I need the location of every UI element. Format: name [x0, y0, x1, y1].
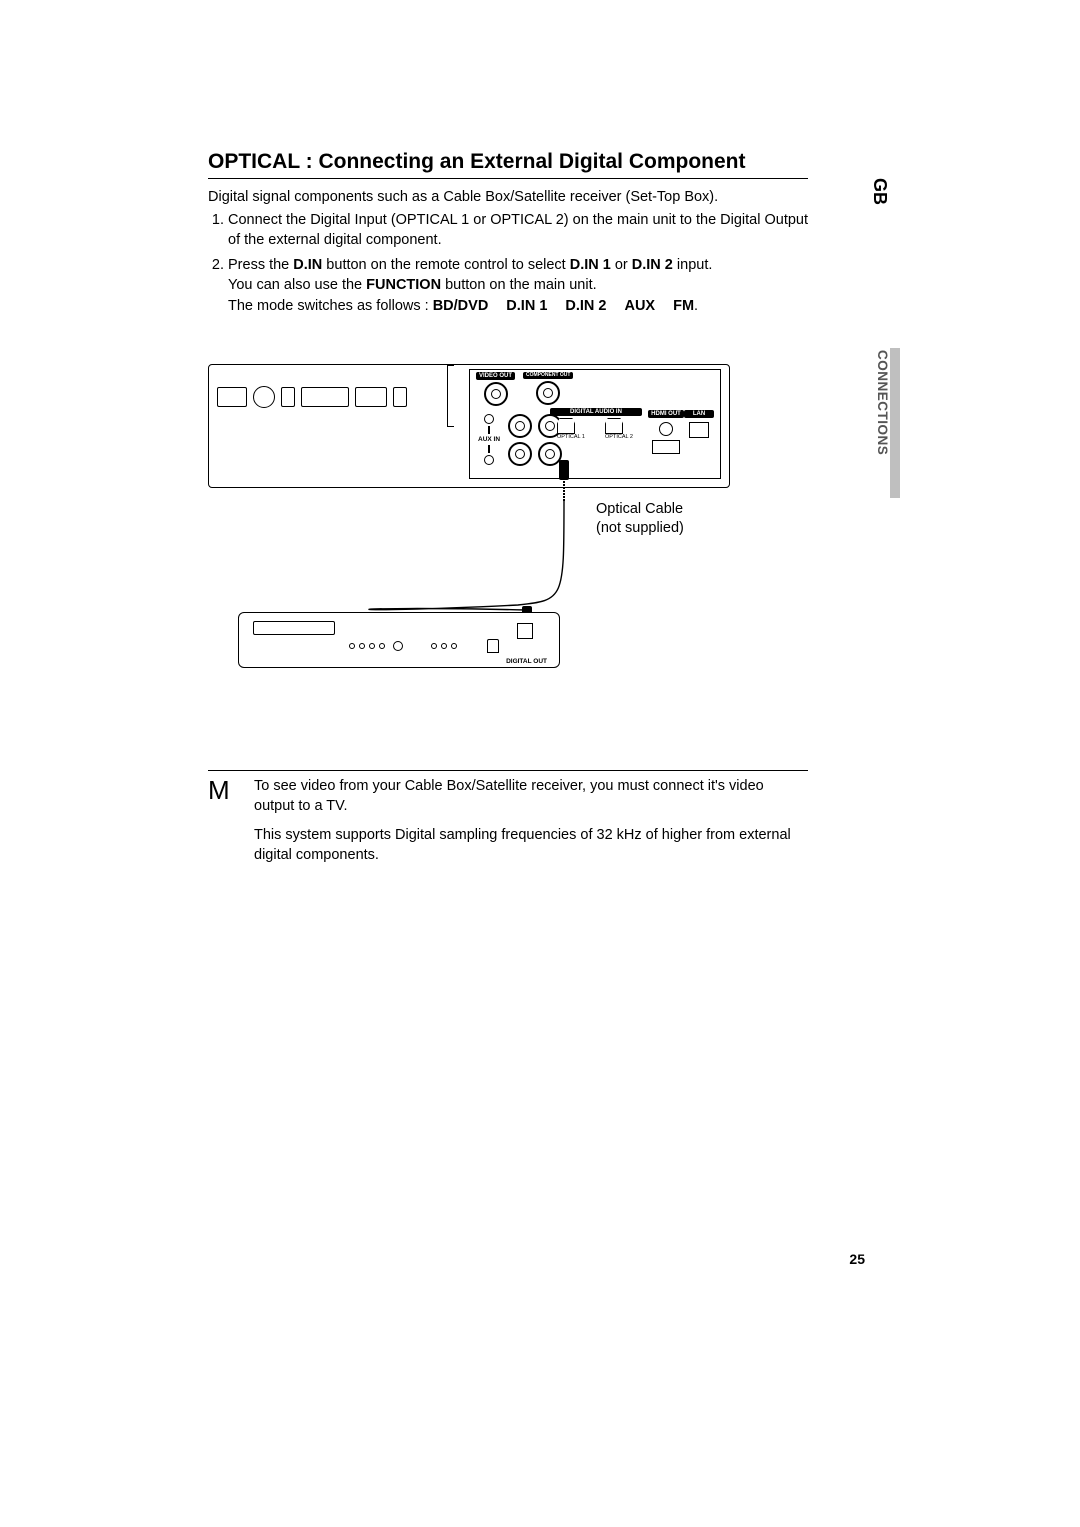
- mini-port-icon: [301, 387, 349, 407]
- section-tab: CONNECTIONS: [875, 350, 890, 490]
- divider-icon: [488, 426, 490, 434]
- device-btn-icon: [349, 643, 355, 649]
- step2-din: D.IN: [293, 257, 322, 273]
- zoom-callout-line: [447, 365, 454, 427]
- aux-jack-icon: [484, 414, 494, 424]
- zoom-top-row: VIDEO OUT COMPONENT OUT: [476, 372, 573, 411]
- device-slot-icon: [253, 621, 335, 635]
- note-1: To see video from your Cable Box/Satelli…: [254, 777, 808, 816]
- mini-port-icon: [355, 387, 387, 407]
- step2-b: button on the remote control to select: [322, 257, 569, 273]
- manual-page: GB CONNECTIONS OPTICAL : Connecting an E…: [0, 0, 1080, 1527]
- device-buttons-row: [349, 641, 457, 651]
- aux-jack-icon: [484, 455, 494, 465]
- step2-line2a: You can also use the: [228, 277, 366, 293]
- component-out-group: COMPONENT OUT: [523, 372, 573, 410]
- step2-line2: You can also use the FUNCTION button on …: [228, 276, 808, 296]
- video-out-label: VIDEO OUT: [476, 372, 515, 380]
- content-block: OPTICAL : Connecting an External Digital…: [208, 150, 808, 323]
- notes-section: M To see video from your Cable Box/Satel…: [208, 740, 808, 875]
- step2-a: Press the: [228, 257, 293, 273]
- hdmi-port-icon: [652, 440, 680, 454]
- rca-port-icon: [536, 381, 560, 405]
- optical2-group: OPTICAL 2: [605, 418, 633, 440]
- screw-icon: [659, 422, 673, 436]
- mode-din2: D.IN 2: [565, 298, 606, 314]
- fan-icon: [253, 386, 275, 408]
- mini-port-icon: [217, 387, 247, 407]
- mode-fm: FM: [673, 298, 694, 314]
- step-1-text: Connect the Digital Input (OPTICAL 1 or …: [228, 212, 808, 248]
- device-btn-icon: [441, 643, 447, 649]
- device-btn-icon: [431, 643, 437, 649]
- step-2: Press the D.IN button on the remote cont…: [228, 256, 808, 317]
- optical-port-icon: [557, 418, 575, 434]
- component-out-label: COMPONENT OUT: [523, 372, 573, 379]
- external-device-outline: DIGITAL OUT: [238, 612, 560, 668]
- mode-aux: AUX: [624, 298, 655, 314]
- component-rca-row2: [508, 442, 562, 466]
- device-btn-icon: [379, 643, 385, 649]
- video-out-group: VIDEO OUT: [476, 372, 515, 411]
- device-btn-icon: [369, 643, 375, 649]
- optical-plug-top-icon: [559, 460, 569, 480]
- lan-group: LAN: [684, 410, 714, 438]
- optical-port-icon: [605, 418, 623, 434]
- lan-port-icon: [689, 422, 709, 438]
- step2-func: FUNCTION: [366, 277, 441, 293]
- digital-audio-in-group: DIGITAL AUDIO IN OPTICAL 1 OPTICAL 2: [550, 408, 640, 440]
- hdmi-out-label: HDMI OUT: [648, 410, 684, 418]
- rca-port-icon: [508, 442, 532, 466]
- digital-audio-in-label: DIGITAL AUDIO IN: [550, 408, 642, 416]
- optical1-group: OPTICAL 1: [557, 418, 585, 440]
- step-1: Connect the Digital Input (OPTICAL 1 or …: [228, 211, 808, 250]
- optical-cable-caption: Optical Cable (not supplied): [596, 500, 684, 538]
- aux-in-group: AUX IN: [478, 414, 500, 465]
- lock-icon: [487, 639, 499, 653]
- lan-label: LAN: [684, 410, 714, 418]
- hdmi-out-group: HDMI OUT: [648, 410, 684, 454]
- step2-line2b: button on the main unit.: [441, 277, 597, 293]
- rca-port-icon: [508, 414, 532, 438]
- rca-port-icon: [484, 382, 508, 406]
- aux-in-label: AUX IN: [478, 436, 500, 443]
- optical-ports-row: OPTICAL 1 OPTICAL 2: [550, 418, 640, 440]
- optical-cable-sublabel: (not supplied): [596, 519, 684, 538]
- optical2-label: OPTICAL 2: [605, 434, 633, 440]
- section-title: OPTICAL : Connecting an External Digital…: [208, 150, 808, 179]
- step2-line3a: The mode switches as follows :: [228, 298, 433, 314]
- zoom-panel: VIDEO OUT COMPONENT OUT: [469, 369, 721, 479]
- mode-bddvd: BD/DVD: [433, 298, 489, 314]
- step2-din1: D.IN 1: [570, 257, 611, 273]
- note-2: This system supports Digital sampling fr…: [254, 826, 808, 865]
- note-text: To see video from your Cable Box/Satelli…: [254, 777, 808, 875]
- device-btn-icon: [451, 643, 457, 649]
- device-optical-port-icon: [517, 623, 533, 639]
- mode-din1: D.IN 1: [506, 298, 547, 314]
- note-row: M To see video from your Cable Box/Satel…: [208, 777, 808, 875]
- divider-icon: [488, 445, 490, 453]
- language-tab: GB: [869, 178, 890, 205]
- main-unit-left-panel: [217, 375, 447, 419]
- digital-out-label: DIGITAL OUT: [506, 658, 547, 665]
- step2-c: input.: [673, 257, 713, 273]
- main-unit-outline: VIDEO OUT COMPONENT OUT: [208, 364, 730, 488]
- step2-modes: The mode switches as follows : BD/DVD D.I…: [228, 297, 808, 317]
- step2-din2: D.IN 2: [632, 257, 673, 273]
- page-number: 25: [849, 1251, 865, 1267]
- device-btn-icon: [393, 641, 403, 651]
- optical-cable-label: Optical Cable: [596, 500, 684, 519]
- mini-port-icon: [393, 387, 407, 407]
- step2-or: or: [611, 257, 632, 273]
- optical1-label: OPTICAL 1: [557, 434, 585, 440]
- notes-divider: [208, 770, 808, 771]
- connection-diagram: VIDEO OUT COMPONENT OUT: [208, 350, 748, 680]
- device-btn-icon: [359, 643, 365, 649]
- note-marker: M: [208, 777, 238, 875]
- steps-list: Connect the Digital Input (OPTICAL 1 or …: [208, 211, 808, 317]
- mini-port-icon: [281, 387, 295, 407]
- intro-text: Digital signal components such as a Cabl…: [208, 189, 808, 205]
- section-tab-shade: [890, 348, 900, 498]
